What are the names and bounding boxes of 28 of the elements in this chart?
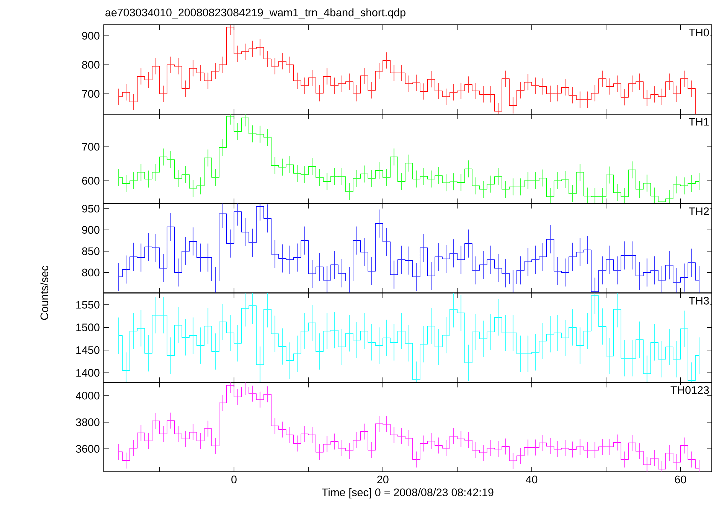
y-tick-label: 1400 [76, 369, 100, 377]
y-tick-label: 1500 [76, 324, 100, 332]
y-tick-label: 900 [82, 226, 100, 234]
y-axis-title: Counts/sec [40, 266, 48, 320]
text: TH3 [689, 297, 710, 305]
x-tick-label: 40 [526, 476, 538, 484]
y-tick-label: 4000 [76, 392, 100, 400]
y-tick-label: 1550 [76, 301, 100, 309]
y-tick-label: 700 [82, 143, 100, 151]
y-tick-label: 700 [82, 90, 100, 98]
y-tick-label: 1450 [76, 346, 100, 354]
x-tick-label: 0 [232, 476, 237, 484]
y-tick-label: 3600 [76, 445, 100, 453]
y-tick-label: 600 [82, 177, 100, 185]
y-tick-label: 3800 [76, 418, 100, 426]
text: TH1 [689, 118, 710, 126]
x-axis-title: Time [sec] 0 = 2008/08/23 08:42:19 [322, 488, 494, 499]
text: TH2 [689, 208, 710, 216]
y-tick-label: 800 [82, 61, 100, 69]
y-tick-label: 900 [82, 32, 100, 40]
text: TH0 [689, 28, 710, 37]
chart-title: ae703034010_20080823084219_wam1_trn_4band_short.qdp [106, 8, 406, 19]
y-tick-label: 800 [82, 268, 100, 277]
y-tick-label: 850 [82, 248, 100, 256]
y-tick-label: 950 [82, 205, 100, 213]
text: TH0123 [670, 386, 710, 394]
x-tick-label: 60 [675, 476, 686, 484]
x-tick-label: 20 [378, 476, 389, 484]
